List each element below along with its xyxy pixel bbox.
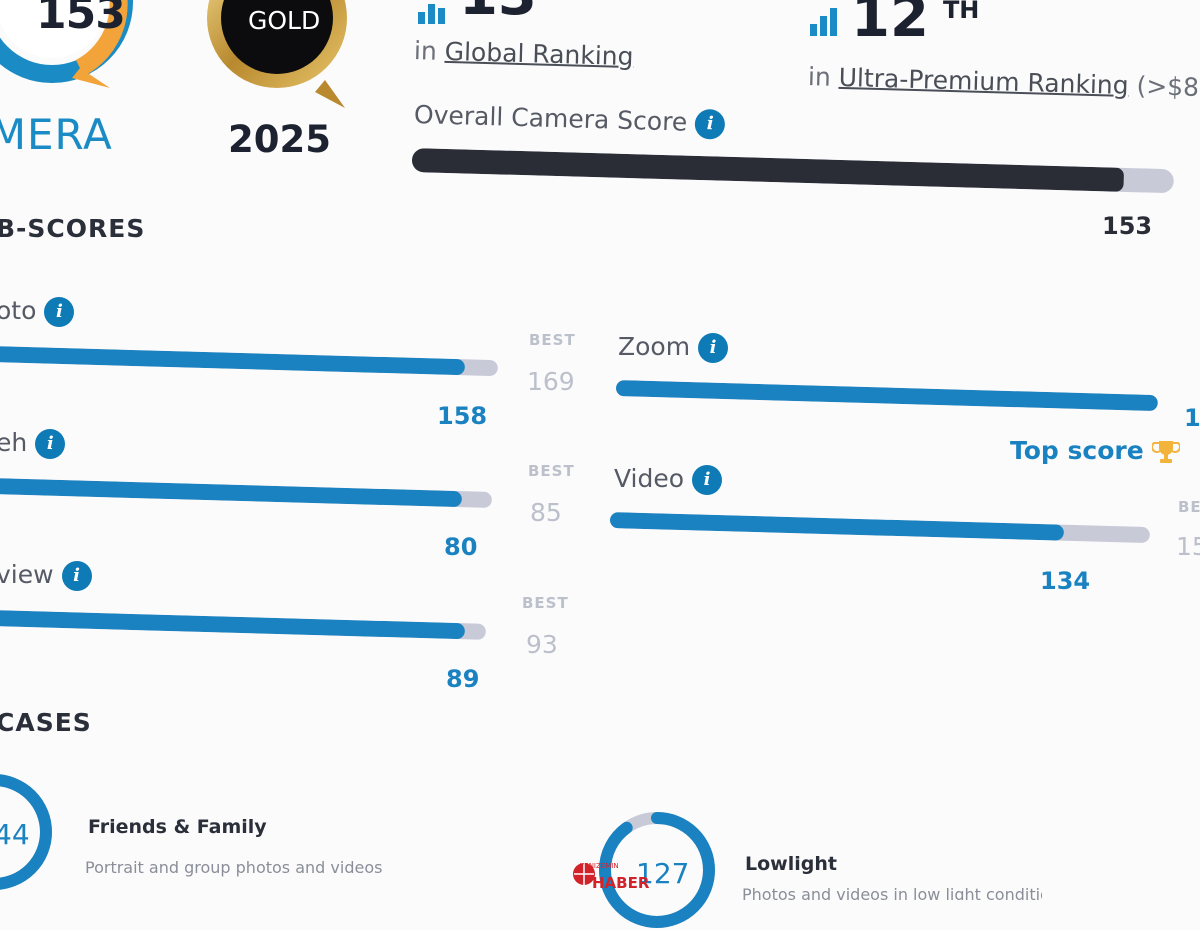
subscore-preview-label: view i <box>0 560 92 591</box>
use-case-friends-value: 44 <box>0 818 30 851</box>
segment-ranking: 12 TH <box>810 0 979 46</box>
subscore-photo-value: 158 <box>437 402 488 430</box>
use-case-friends-title: Friends & Family <box>88 816 267 838</box>
gold-label-year: 2025 <box>228 118 331 161</box>
subscore-preview-bar <box>0 610 487 640</box>
globe-icon <box>573 863 595 885</box>
camera-label: AMERA <box>0 110 113 159</box>
dxomark-score: 153 <box>36 0 126 39</box>
subscore-bokeh-best-value: 85 <box>530 498 562 527</box>
global-ranking-link[interactable]: Global Ranking <box>444 36 634 72</box>
global-rank-position: 13 <box>459 0 537 24</box>
subscore-preview-value: 89 <box>446 665 480 693</box>
segment-rank-suffix: TH <box>942 0 980 24</box>
subscore-bokeh-label: eh i <box>0 428 66 459</box>
info-icon[interactable]: i <box>44 297 75 327</box>
subscore-preview-best-label: BEST <box>522 594 569 612</box>
subscore-photo-best-value: 169 <box>527 367 575 396</box>
info-icon[interactable]: i <box>692 465 723 495</box>
subscore-preview-best-value: 93 <box>526 630 558 659</box>
subscore-video-value: 134 <box>1040 567 1091 595</box>
global-ranking: 13 <box>418 0 537 24</box>
zoom-top-score: Top score <box>1010 436 1182 465</box>
subscore-photo-fill <box>0 346 466 376</box>
overall-score-bar <box>411 148 1175 194</box>
overall-score-label: Overall Camera Score i <box>414 100 726 140</box>
subscores-title: B-SCORES <box>0 214 146 243</box>
subscore-bokeh-fill <box>0 478 463 508</box>
subscore-video-label: Video i <box>614 464 723 495</box>
use-case-lowlight-subtitle: Photos and videos in low light condition… <box>742 885 1042 900</box>
dxomark-score-badge <box>0 0 133 88</box>
overall-score-value: 153 <box>1102 212 1153 240</box>
ranking-bars-icon <box>810 8 837 36</box>
gold-label-text: GOLD <box>248 6 321 35</box>
info-icon[interactable]: i <box>698 333 729 363</box>
watermark-logo: YENIZEMIN HABER <box>570 858 649 898</box>
segment-rank-line: in Ultra-Premium Ranking (>$8 <box>807 62 1200 102</box>
gold-label-medal <box>207 0 347 108</box>
ranking-bars-icon <box>418 4 445 24</box>
segment-rank-position: 12 <box>851 0 929 50</box>
subscore-zoom-bar <box>615 380 1159 412</box>
subscore-bokeh-value: 80 <box>444 533 478 561</box>
use-case-friends-subtitle: Portrait and group photos and videos <box>85 858 383 877</box>
subscore-photo-best-label: BEST <box>529 331 576 349</box>
info-icon[interactable]: i <box>694 108 726 140</box>
segment-ranking-link[interactable]: Ultra-Premium Ranking <box>838 62 1130 100</box>
info-icon[interactable]: i <box>35 429 66 459</box>
subscore-video-best-value: 15 <box>1176 532 1200 561</box>
info-icon[interactable]: i <box>61 561 92 591</box>
use-case-lowlight-title: Lowlight <box>745 853 837 875</box>
use-case-friends-gauge <box>0 774 52 890</box>
subscore-zoom-value: 16 <box>1184 404 1200 432</box>
subscore-zoom-label: Zoom i <box>618 332 729 363</box>
subscore-video-fill <box>609 512 1064 541</box>
use-cases-title: CASES <box>0 708 92 737</box>
subscore-video-bar <box>609 512 1151 544</box>
trophy-icon <box>1151 441 1182 463</box>
overall-score-fill <box>411 148 1125 192</box>
subscore-bokeh-bar <box>0 478 493 509</box>
global-rank-line: in Global Ranking <box>413 36 634 72</box>
subscore-bokeh-best-label: BEST <box>528 462 575 480</box>
subscore-zoom-fill <box>615 380 1159 412</box>
subscore-preview-fill <box>0 610 465 640</box>
subscore-photo-bar <box>0 346 499 377</box>
subscore-photo-label: oto i <box>0 296 75 327</box>
use-case-lowlight-value: 127 <box>636 857 690 890</box>
subscore-video-best-label: BE <box>1178 498 1200 516</box>
